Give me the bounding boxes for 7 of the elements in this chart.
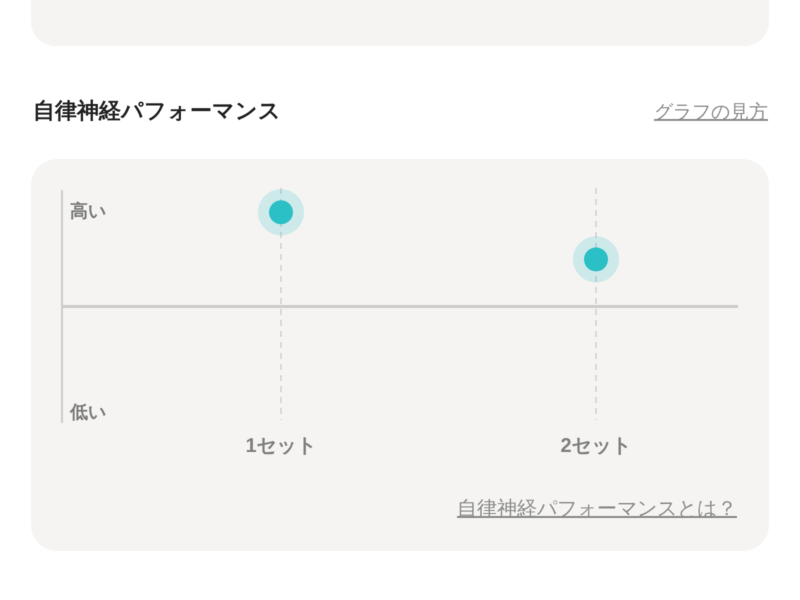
annotation: 高い: [70, 201, 106, 221]
text: 自律神経パフォーマンスとは？: [457, 498, 737, 520]
x-tick-label: 1セット: [245, 435, 317, 457]
text: グラフの見方: [654, 101, 768, 123]
text: 低い: [69, 402, 106, 422]
chart-title: 自律神経パフォーマンス: [33, 98, 281, 123]
x-tick-label: 2セット: [560, 435, 632, 457]
